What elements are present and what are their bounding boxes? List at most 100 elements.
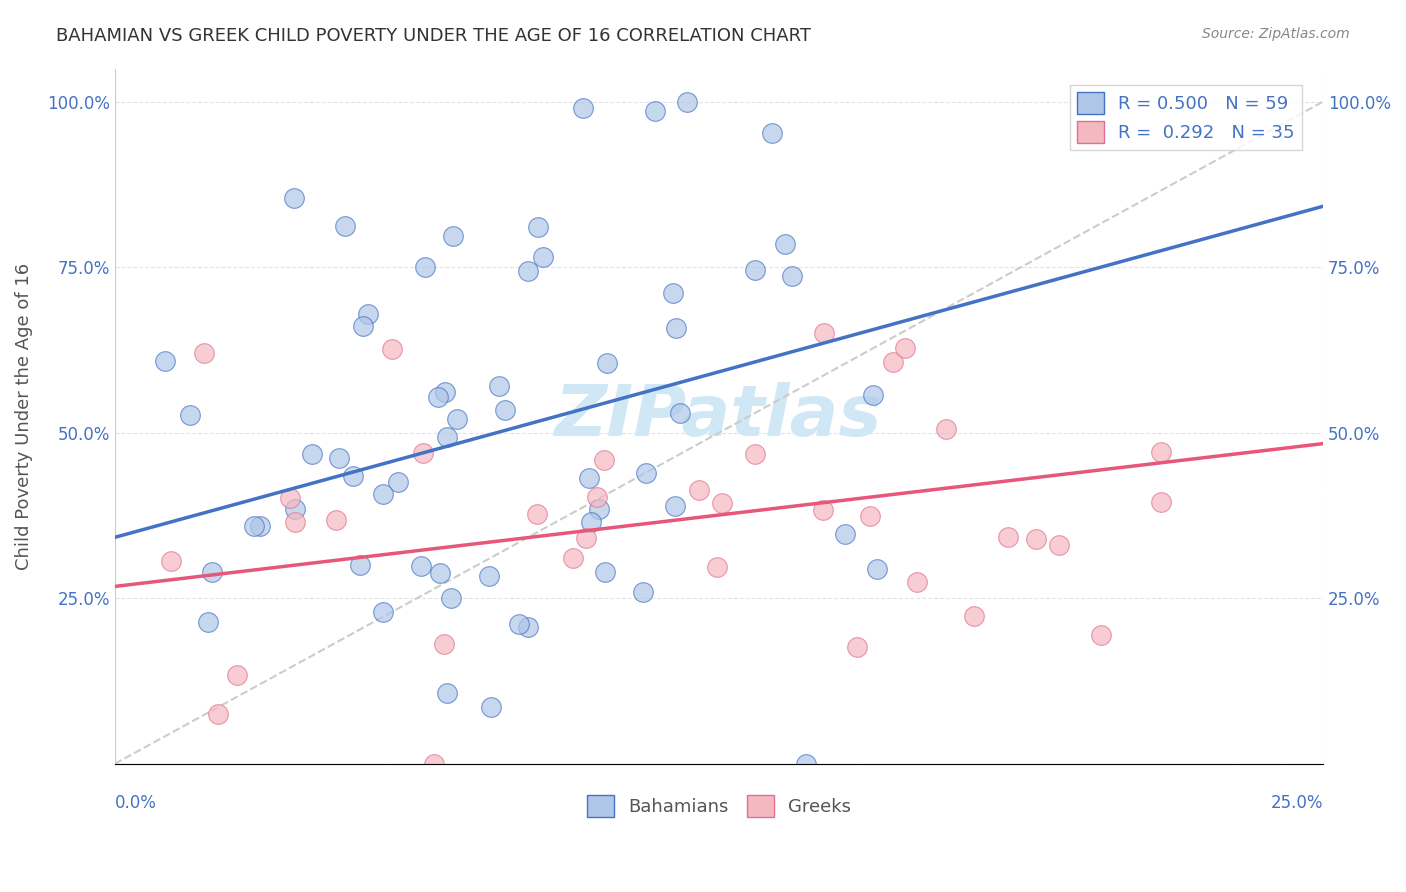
Text: 0.0%: 0.0% bbox=[115, 795, 156, 813]
Point bbox=[335, 219, 357, 233]
Point bbox=[579, 516, 602, 530]
Point bbox=[479, 699, 502, 714]
Point bbox=[371, 487, 394, 501]
Point bbox=[436, 430, 458, 444]
Point bbox=[508, 616, 530, 631]
Point bbox=[634, 467, 657, 481]
Point bbox=[631, 584, 654, 599]
Point bbox=[352, 319, 374, 334]
Point bbox=[997, 530, 1019, 544]
Point bbox=[197, 615, 219, 629]
Point bbox=[526, 508, 548, 522]
Point bbox=[226, 668, 249, 682]
Point bbox=[813, 326, 835, 341]
Point bbox=[440, 591, 463, 606]
Point bbox=[415, 260, 437, 274]
Point bbox=[249, 518, 271, 533]
Point bbox=[585, 490, 607, 504]
Point bbox=[794, 756, 817, 771]
Point bbox=[278, 491, 301, 505]
Point bbox=[342, 468, 364, 483]
Point bbox=[325, 513, 347, 527]
Point bbox=[905, 574, 928, 589]
Point bbox=[744, 447, 766, 461]
Point bbox=[201, 565, 224, 579]
Point bbox=[669, 406, 692, 420]
Point bbox=[578, 470, 600, 484]
Point bbox=[1049, 538, 1071, 552]
Point bbox=[588, 502, 610, 516]
Point bbox=[596, 356, 619, 370]
Text: Source: ZipAtlas.com: Source: ZipAtlas.com bbox=[1202, 27, 1350, 41]
Text: ZIPatlas: ZIPatlas bbox=[555, 382, 883, 450]
Point bbox=[409, 558, 432, 573]
Point bbox=[1090, 628, 1112, 642]
Point bbox=[517, 620, 540, 634]
Point bbox=[664, 499, 686, 513]
Point bbox=[433, 637, 456, 651]
Point bbox=[531, 250, 554, 264]
Point bbox=[412, 446, 434, 460]
Point bbox=[744, 262, 766, 277]
Point bbox=[834, 526, 856, 541]
Point bbox=[592, 453, 614, 467]
Point bbox=[284, 516, 307, 530]
Point bbox=[155, 354, 177, 368]
Point bbox=[665, 320, 688, 334]
Point bbox=[593, 565, 616, 579]
Point bbox=[283, 190, 305, 204]
Point bbox=[572, 101, 595, 115]
Point bbox=[706, 560, 728, 574]
Point bbox=[782, 269, 804, 284]
Point bbox=[644, 103, 666, 118]
Point bbox=[494, 402, 516, 417]
Point bbox=[373, 605, 395, 619]
Text: 25.0%: 25.0% bbox=[1271, 795, 1323, 813]
Point bbox=[661, 286, 683, 301]
Point bbox=[381, 343, 404, 357]
Point bbox=[349, 558, 371, 572]
Point bbox=[387, 475, 409, 489]
Point bbox=[710, 496, 733, 510]
Point bbox=[813, 503, 835, 517]
Point bbox=[441, 228, 464, 243]
Point bbox=[478, 569, 501, 583]
Point bbox=[179, 408, 201, 422]
Point bbox=[1025, 532, 1047, 546]
Y-axis label: Child Poverty Under the Age of 16: Child Poverty Under the Age of 16 bbox=[15, 262, 32, 570]
Point bbox=[243, 518, 266, 533]
Point bbox=[1150, 445, 1173, 459]
Point bbox=[859, 508, 882, 523]
Point bbox=[775, 236, 797, 251]
Point bbox=[284, 501, 307, 516]
Point bbox=[688, 483, 710, 497]
Point bbox=[429, 566, 451, 580]
Point bbox=[193, 345, 215, 359]
Point bbox=[527, 219, 550, 234]
Point bbox=[866, 562, 889, 576]
Point bbox=[862, 388, 884, 402]
Point bbox=[160, 554, 183, 568]
Point bbox=[575, 531, 598, 545]
Point bbox=[423, 756, 446, 771]
Legend: Bahamians, Greeks: Bahamians, Greeks bbox=[579, 788, 859, 824]
Text: BAHAMIAN VS GREEK CHILD POVERTY UNDER THE AGE OF 16 CORRELATION CHART: BAHAMIAN VS GREEK CHILD POVERTY UNDER TH… bbox=[56, 27, 811, 45]
Point bbox=[436, 685, 458, 699]
Point bbox=[301, 447, 323, 461]
Point bbox=[675, 95, 697, 109]
Point bbox=[882, 355, 904, 369]
Point bbox=[446, 412, 468, 426]
Point bbox=[207, 707, 229, 722]
Point bbox=[433, 384, 456, 399]
Point bbox=[562, 551, 585, 566]
Point bbox=[963, 608, 986, 623]
Point bbox=[488, 379, 510, 393]
Point bbox=[1150, 495, 1173, 509]
Point bbox=[894, 342, 917, 356]
Point bbox=[357, 307, 380, 321]
Point bbox=[845, 640, 868, 655]
Point bbox=[517, 264, 540, 278]
Point bbox=[427, 390, 450, 404]
Point bbox=[328, 451, 350, 466]
Point bbox=[761, 126, 783, 140]
